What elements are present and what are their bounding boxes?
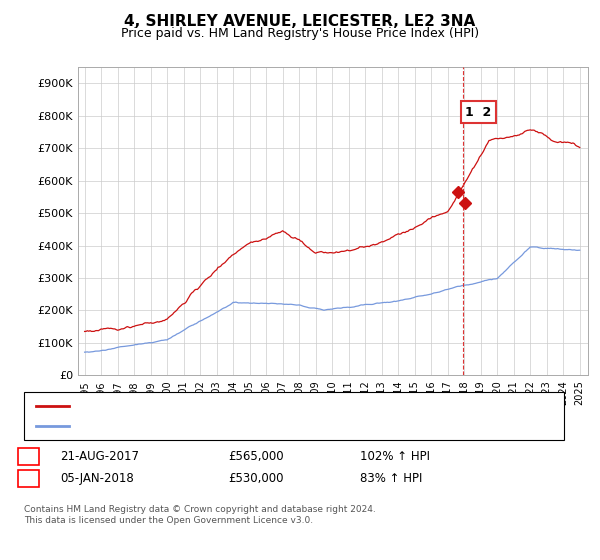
Text: £530,000: £530,000 xyxy=(228,472,284,486)
Text: 83% ↑ HPI: 83% ↑ HPI xyxy=(360,472,422,486)
Text: Price paid vs. HM Land Registry's House Price Index (HPI): Price paid vs. HM Land Registry's House … xyxy=(121,27,479,40)
Text: 21-AUG-2017: 21-AUG-2017 xyxy=(60,450,139,463)
Text: 05-JAN-2018: 05-JAN-2018 xyxy=(60,472,134,486)
Text: 4, SHIRLEY AVENUE, LEICESTER, LE2 3NA: 4, SHIRLEY AVENUE, LEICESTER, LE2 3NA xyxy=(124,14,476,29)
Text: 4, SHIRLEY AVENUE, LEICESTER, LE2 3NA (detached house): 4, SHIRLEY AVENUE, LEICESTER, LE2 3NA (d… xyxy=(75,401,384,411)
Text: HPI: Average price, detached house, Leicester: HPI: Average price, detached house, Leic… xyxy=(75,421,316,431)
Text: £565,000: £565,000 xyxy=(228,450,284,463)
Text: 2: 2 xyxy=(25,472,32,486)
Text: 1: 1 xyxy=(25,450,32,463)
Text: 102% ↑ HPI: 102% ↑ HPI xyxy=(360,450,430,463)
Text: 1  2: 1 2 xyxy=(465,106,491,119)
Text: Contains HM Land Registry data © Crown copyright and database right 2024.
This d: Contains HM Land Registry data © Crown c… xyxy=(24,505,376,525)
